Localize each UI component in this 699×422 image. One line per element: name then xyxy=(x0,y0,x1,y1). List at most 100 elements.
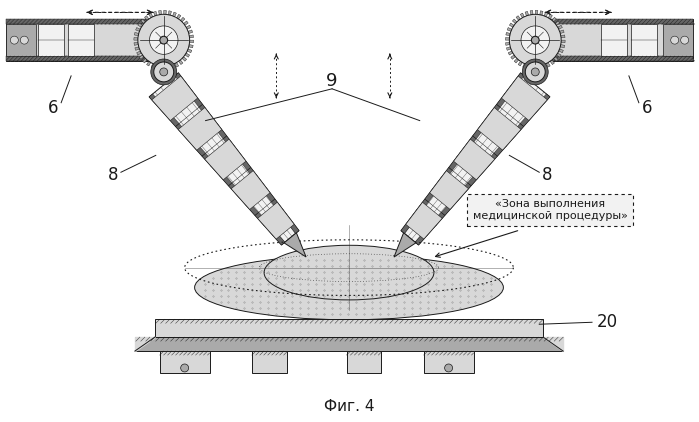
Circle shape xyxy=(531,36,539,44)
Bar xyxy=(524,56,693,61)
Polygon shape xyxy=(506,32,510,35)
Text: 6: 6 xyxy=(48,99,59,117)
Polygon shape xyxy=(187,49,192,53)
Polygon shape xyxy=(143,58,147,63)
Polygon shape xyxy=(188,30,193,33)
Bar xyxy=(6,56,175,61)
Polygon shape xyxy=(134,32,138,35)
Polygon shape xyxy=(186,25,191,29)
Polygon shape xyxy=(546,62,550,67)
Polygon shape xyxy=(151,64,155,68)
Ellipse shape xyxy=(194,255,503,320)
Polygon shape xyxy=(507,27,512,31)
Polygon shape xyxy=(511,55,515,59)
Polygon shape xyxy=(189,45,193,48)
Polygon shape xyxy=(405,202,442,239)
Bar xyxy=(524,19,693,61)
Bar xyxy=(38,24,64,56)
Circle shape xyxy=(160,68,168,76)
Polygon shape xyxy=(156,65,159,70)
Text: 9: 9 xyxy=(326,72,338,90)
Bar xyxy=(252,351,287,373)
Polygon shape xyxy=(139,55,144,59)
Polygon shape xyxy=(510,23,514,27)
Circle shape xyxy=(671,36,679,44)
Circle shape xyxy=(150,26,178,54)
Polygon shape xyxy=(394,233,416,257)
Polygon shape xyxy=(505,38,510,40)
Polygon shape xyxy=(555,21,560,25)
Circle shape xyxy=(510,14,561,66)
Circle shape xyxy=(10,36,18,44)
Text: 20: 20 xyxy=(597,313,618,331)
Text: 8: 8 xyxy=(542,166,552,184)
Polygon shape xyxy=(164,10,166,14)
Circle shape xyxy=(154,62,173,82)
Circle shape xyxy=(526,62,545,82)
Polygon shape xyxy=(135,47,139,50)
Polygon shape xyxy=(544,12,548,17)
Polygon shape xyxy=(185,53,189,57)
Polygon shape xyxy=(516,16,520,20)
Polygon shape xyxy=(506,47,511,50)
Circle shape xyxy=(160,36,168,44)
Polygon shape xyxy=(540,11,543,15)
Circle shape xyxy=(681,36,689,44)
Text: Фиг. 4: Фиг. 4 xyxy=(324,399,374,414)
Polygon shape xyxy=(530,11,533,15)
Polygon shape xyxy=(182,57,187,61)
Polygon shape xyxy=(166,65,169,70)
Polygon shape xyxy=(560,30,564,33)
Polygon shape xyxy=(543,337,563,351)
Polygon shape xyxy=(175,73,299,233)
Polygon shape xyxy=(180,17,185,22)
Polygon shape xyxy=(550,60,554,65)
Polygon shape xyxy=(159,11,161,15)
Bar xyxy=(6,19,175,24)
Bar xyxy=(160,351,210,373)
Polygon shape xyxy=(528,65,531,70)
Bar xyxy=(6,24,36,56)
Circle shape xyxy=(522,59,548,85)
Polygon shape xyxy=(149,73,299,245)
Polygon shape xyxy=(189,40,194,43)
Polygon shape xyxy=(533,66,535,70)
Polygon shape xyxy=(556,53,561,57)
Circle shape xyxy=(521,26,549,54)
Polygon shape xyxy=(161,66,164,70)
Bar xyxy=(424,351,473,373)
Polygon shape xyxy=(179,60,183,65)
Polygon shape xyxy=(136,27,140,31)
Circle shape xyxy=(180,364,189,372)
Polygon shape xyxy=(149,94,285,245)
Polygon shape xyxy=(138,23,143,27)
Polygon shape xyxy=(559,49,563,53)
Text: «Зона выполнения
медицинской процедуры»: «Зона выполнения медицинской процедуры» xyxy=(473,199,628,221)
Polygon shape xyxy=(258,202,294,239)
Polygon shape xyxy=(154,11,157,16)
Polygon shape xyxy=(175,62,179,67)
Polygon shape xyxy=(477,108,521,150)
Polygon shape xyxy=(284,233,306,257)
Polygon shape xyxy=(141,19,145,24)
Polygon shape xyxy=(147,61,151,66)
Polygon shape xyxy=(512,19,517,24)
Polygon shape xyxy=(173,12,176,17)
Polygon shape xyxy=(415,94,550,245)
Polygon shape xyxy=(134,42,138,45)
Polygon shape xyxy=(561,45,565,48)
Polygon shape xyxy=(137,51,141,55)
Polygon shape xyxy=(525,11,528,16)
Polygon shape xyxy=(430,171,468,209)
Polygon shape xyxy=(523,64,526,68)
Text: 8: 8 xyxy=(108,166,118,184)
Circle shape xyxy=(531,68,539,76)
Polygon shape xyxy=(454,139,495,180)
Polygon shape xyxy=(145,16,149,20)
Polygon shape xyxy=(520,13,524,18)
Bar xyxy=(135,337,563,351)
Polygon shape xyxy=(401,73,524,233)
Polygon shape xyxy=(401,73,550,245)
Polygon shape xyxy=(518,61,522,66)
Polygon shape xyxy=(561,35,565,38)
